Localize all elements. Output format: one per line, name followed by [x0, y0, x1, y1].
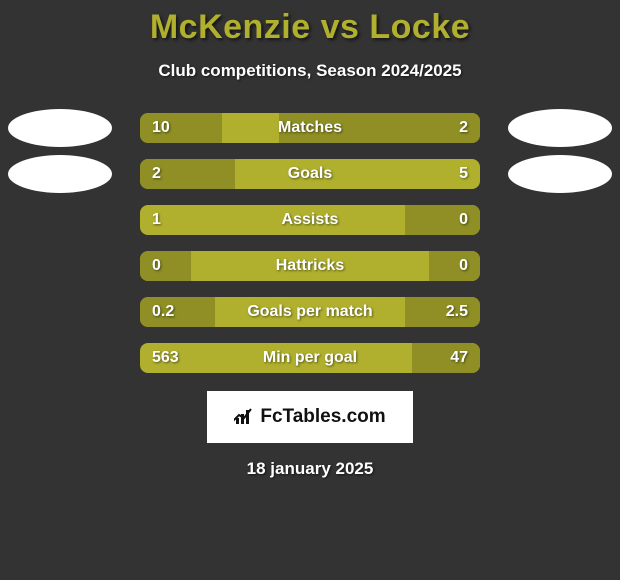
player-avatar-left [8, 109, 112, 147]
page-title: McKenzie vs Locke [0, 0, 620, 47]
stat-bar: 25Goals [140, 159, 480, 189]
stat-row: 0.22.5Goals per match [0, 297, 620, 327]
stat-row: 56347Min per goal [0, 343, 620, 373]
stat-value-left: 2 [140, 159, 173, 189]
stat-bar: 0.22.5Goals per match [140, 297, 480, 327]
stat-bar: 00Hattricks [140, 251, 480, 281]
brand-text: FcTables.com [260, 406, 385, 428]
player-avatar-right [508, 155, 612, 193]
brand-logo-box: FcTables.com [207, 391, 413, 443]
stat-value-right: 0 [447, 205, 480, 235]
stat-bar: 102Matches [140, 113, 480, 143]
stat-value-left: 1 [140, 205, 173, 235]
player-avatar-left [8, 155, 112, 193]
stat-row: 102Matches [0, 113, 620, 143]
brand-logo: FcTables.com [234, 406, 385, 428]
stat-value-right: 2 [447, 113, 480, 143]
player-avatar-right [508, 109, 612, 147]
stat-value-right: 2.5 [434, 297, 480, 327]
stat-value-left: 563 [140, 343, 191, 373]
stat-row: 25Goals [0, 159, 620, 189]
date-text: 18 january 2025 [0, 459, 620, 479]
stat-value-left: 0.2 [140, 297, 186, 327]
stat-value-right: 5 [447, 159, 480, 189]
stat-value-right: 0 [447, 251, 480, 281]
stat-row: 10Assists [0, 205, 620, 235]
stat-bar: 10Assists [140, 205, 480, 235]
comparison-infographic: McKenzie vs Locke Club competitions, Sea… [0, 0, 620, 580]
stat-value-right: 47 [438, 343, 480, 373]
stat-value-left: 10 [140, 113, 182, 143]
chart-icon [234, 408, 256, 426]
stat-row: 00Hattricks [0, 251, 620, 281]
stats-rows: 102Matches25Goals10Assists00Hattricks0.2… [0, 113, 620, 373]
page-subtitle: Club competitions, Season 2024/2025 [0, 61, 620, 81]
stat-value-left: 0 [140, 251, 173, 281]
stat-bar: 56347Min per goal [140, 343, 480, 373]
